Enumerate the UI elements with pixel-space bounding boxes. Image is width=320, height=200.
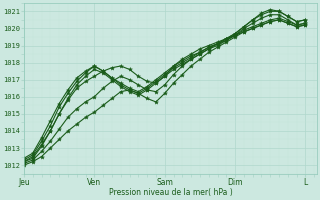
X-axis label: Pression niveau de la mer( hPa ): Pression niveau de la mer( hPa ) xyxy=(109,188,232,197)
